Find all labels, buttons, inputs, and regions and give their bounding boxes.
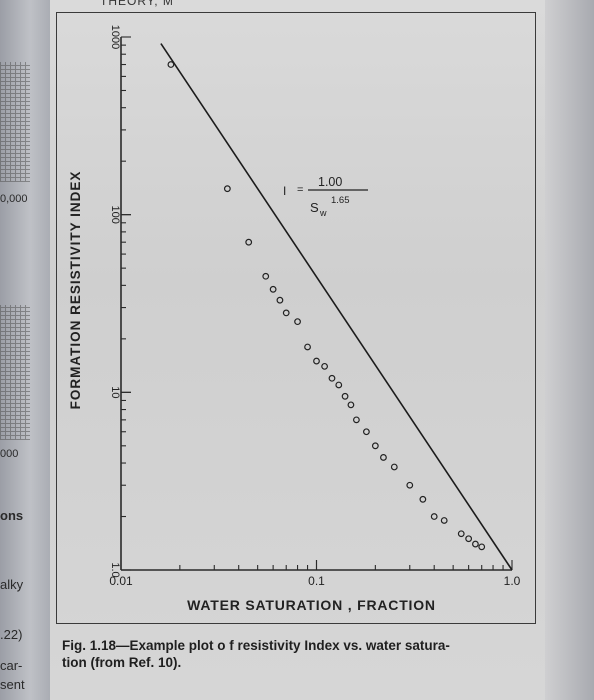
caption-line-2: tion (from Ref. 10). — [62, 655, 182, 670]
x-tick-label: 1.0 — [504, 574, 521, 588]
data-point — [167, 61, 175, 68]
data-point — [282, 309, 290, 317]
caption-line-1: Fig. 1.18—Example plot o f resistivity I… — [62, 638, 450, 653]
data-point — [335, 381, 343, 389]
equation-equals: = — [297, 184, 303, 196]
y-tick-label: 1.0 — [109, 562, 121, 577]
data-point — [276, 296, 284, 304]
data-point — [380, 454, 387, 461]
y-tick-label: 1000 — [109, 25, 121, 49]
x-tick-label: 0.1 — [308, 574, 325, 588]
equation-lhs: I — [283, 184, 286, 198]
left-label: car- — [0, 658, 23, 673]
figure-frame — [56, 12, 536, 624]
y-axis-label: FORMATION RESISTIVITY INDEX — [68, 171, 83, 410]
data-point — [269, 285, 277, 293]
data-point — [262, 272, 270, 280]
data-point — [457, 530, 465, 538]
equation-exponent: 1.65 — [331, 195, 350, 206]
running-header: THEORY, M — [100, 0, 174, 8]
data-point — [321, 362, 328, 370]
book-page — [50, 0, 545, 700]
data-point — [465, 535, 473, 543]
data-point — [245, 238, 253, 246]
chart-labels: 1.0 10 100 1000 0.01 0.1 1.0 WATER SATURATION ,… — [68, 25, 521, 613]
data-points — [167, 61, 486, 551]
data-point — [328, 374, 336, 382]
data-point — [419, 495, 427, 503]
data-point — [353, 416, 360, 424]
fit-line — [160, 43, 513, 571]
left-grid-block — [0, 62, 30, 182]
data-point — [406, 481, 414, 489]
left-label: ons — [0, 508, 24, 523]
data-point — [294, 318, 301, 326]
data-point — [478, 543, 486, 551]
left-label: alky — [0, 577, 24, 592]
chart-axes — [120, 36, 513, 571]
data-point — [313, 357, 320, 365]
data-point — [304, 343, 311, 351]
data-point — [363, 428, 370, 436]
y-tick-label: 100 — [109, 205, 121, 223]
left-label: .22) — [0, 627, 23, 642]
data-point — [430, 513, 438, 520]
data-point — [371, 442, 379, 450]
equation-denominator: S — [310, 200, 319, 215]
left-grid-block — [0, 305, 30, 440]
x-tick-label: 0.01 — [109, 574, 133, 588]
right-page-edge — [545, 0, 594, 700]
data-point — [223, 185, 231, 193]
figure-caption: Fig. 1.18—Example plot o f resistivity I… — [62, 637, 532, 671]
y-tick-label: 10 — [109, 386, 121, 398]
data-point — [390, 463, 398, 471]
data-point — [347, 401, 355, 409]
left-facing-page: 0,000 000 ons alky .22) car- sent — [0, 0, 50, 700]
data-point — [440, 517, 448, 524]
fit-line-group — [160, 43, 513, 571]
data-point — [341, 392, 349, 400]
x-axis-label: WATER SATURATION , FRACTION — [187, 597, 436, 613]
left-label: 0,000 — [0, 193, 28, 205]
data-point — [472, 540, 479, 548]
left-label: 000 — [0, 448, 19, 460]
left-label: sent — [0, 677, 25, 692]
equation-subscript: w — [319, 208, 327, 218]
equation-numerator: 1.00 — [318, 175, 342, 189]
